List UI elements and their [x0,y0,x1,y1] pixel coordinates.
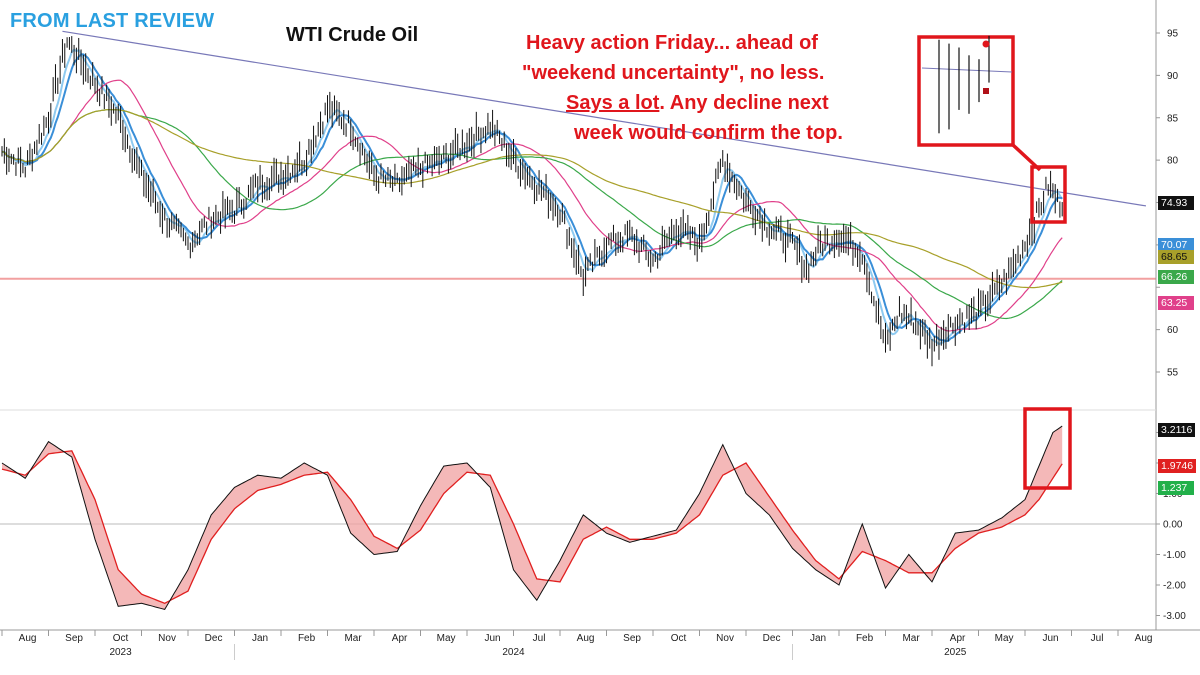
inset-trendline [921,67,1013,73]
ma-c-label: 66.26 [1158,270,1194,284]
osc-tick-label-2: -1.00 [1163,550,1186,561]
annotation-note: Heavy action Friday... ahead of "weekend… [522,28,912,148]
ma-d-label: 63.25 [1158,296,1194,310]
year-label-2023: 2023 [109,647,132,658]
ma-100 [1,108,1063,320]
annotation-line-3-rest: . Any decline next [659,92,829,114]
month-label-1: Sep [65,633,83,644]
ma-200 [1,108,1063,289]
annotation-line-1: Heavy action Friday... ahead of [526,32,818,54]
descending-trendline [62,30,1146,207]
month-label-15: Nov [716,633,734,644]
annotation-underlined: Says a lot [566,92,660,114]
inset-high-marker [982,40,990,48]
inset-connector [1011,143,1042,172]
month-label-13: Sep [623,633,641,644]
annotation-line-2: "weekend uncertainty", no less. [522,62,825,84]
inset-zoom [921,35,1013,134]
ma-a-label: 70.07 [1158,238,1194,252]
osc-tick-label-3: 0.00 [1163,520,1183,531]
month-label-16: Dec [763,633,781,644]
osc-slow-label: 1.9746 [1158,459,1197,473]
month-label-2: Oct [113,633,129,644]
month-label-20: Apr [950,633,966,644]
osc-third-label: 1.237 [1158,481,1194,495]
price-tick-label-80: 80 [1167,156,1179,167]
osc-fast-line [1,425,1063,610]
price-tick-label-90: 90 [1167,71,1179,82]
month-label-24: Aug [1135,633,1153,644]
month-label-3: Nov [158,633,176,644]
price-tick-label-85: 85 [1167,113,1179,124]
price-highlight-box [1030,165,1067,224]
month-label-10: Jun [485,633,501,644]
month-label-19: Mar [902,633,920,644]
from-last-review-tag: FROM LAST REVIEW [10,10,215,32]
month-label-12: Aug [577,633,595,644]
month-label-5: Jan [252,633,268,644]
highlight-boxes [917,35,1072,490]
osc-tick-label-0: -3.00 [1163,611,1186,622]
year-label-2025: 2025 [944,647,967,658]
price-bars [1,36,1063,367]
month-label-21: May [995,633,1014,644]
month-label-7: Mar [344,633,362,644]
month-label-4: Dec [205,633,223,644]
osc-fill [2,426,1063,610]
osc-highlight-box [1023,407,1072,490]
ma-50 [1,79,1063,332]
oscillator-panel [0,425,1156,610]
year-label-2024: 2024 [502,647,525,658]
month-label-0: Aug [19,633,37,644]
annotation-line-3: Says a lot. Any decline next [522,88,912,118]
osc-fast-label: 3.2116 [1158,423,1196,437]
trendline [62,30,1146,207]
ma-b-label: 68.65 [1158,250,1194,264]
month-label-14: Oct [671,633,687,644]
chart-title: WTI Crude Oil [286,24,419,46]
month-label-9: May [437,633,456,644]
price-tick-label-60: 60 [1167,325,1179,336]
month-label-22: Jun [1043,633,1059,644]
osc-tick-label-1: -2.00 [1163,581,1186,592]
month-label-11: Jul [533,633,546,644]
last-price-label: 74.93 [1158,196,1194,210]
inset-box [917,35,1015,147]
month-label-17: Jan [810,633,826,644]
osc-slow-line [1,450,1063,605]
month-label-18: Feb [856,633,874,644]
month-label-8: Apr [392,633,408,644]
price-tick-label-95: 95 [1167,29,1179,40]
price-tick-label-55: 55 [1167,368,1179,379]
month-label-23: Jul [1091,633,1104,644]
month-label-6: Feb [298,633,316,644]
annotation-line-4: week would confirm the top. [574,122,843,144]
inset-close-marker [983,88,989,94]
